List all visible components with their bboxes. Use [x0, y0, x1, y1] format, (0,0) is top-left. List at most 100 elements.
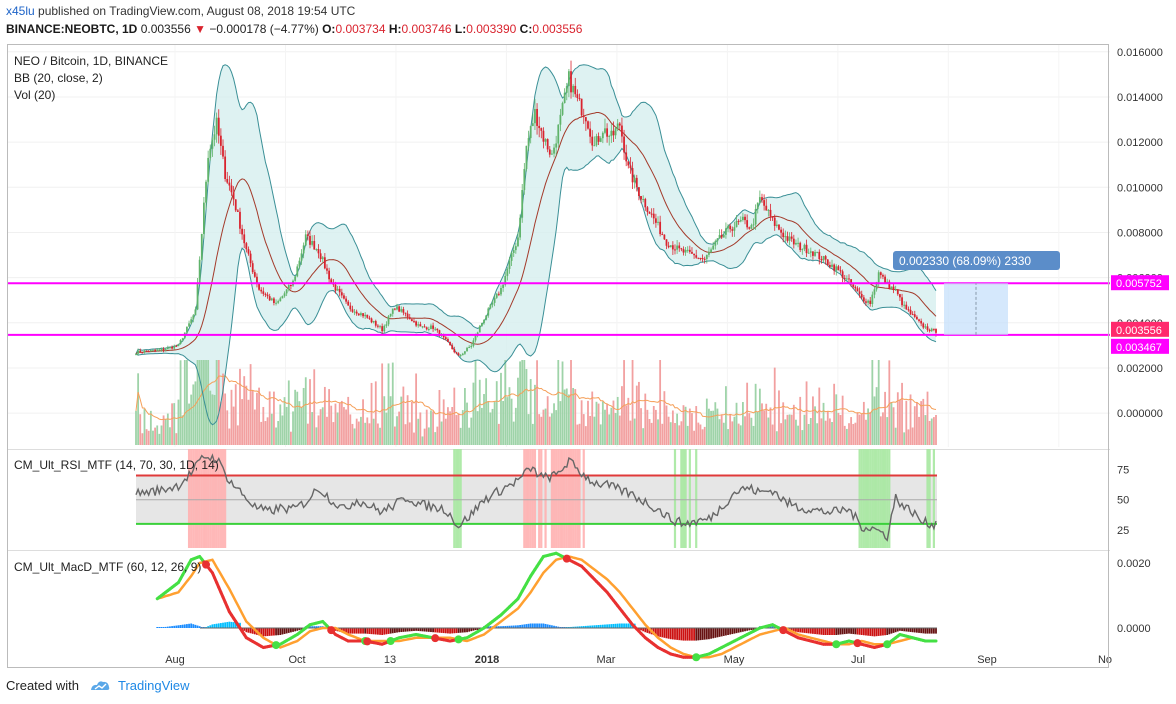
- volume-bar: [398, 411, 401, 445]
- volume-bar: [913, 406, 916, 445]
- macd-hist-bar: [654, 628, 657, 636]
- candle-body: [642, 198, 645, 200]
- volume-bar: [247, 399, 250, 445]
- candle-body: [285, 289, 288, 294]
- macd-hist-bar: [795, 628, 797, 632]
- candle-body: [368, 317, 371, 319]
- candle-body: [684, 249, 687, 253]
- volume-bar: [824, 420, 827, 445]
- volume-bar: [591, 391, 594, 445]
- rsi-ob-highlight: [576, 449, 579, 548]
- macd-hist-bar: [224, 622, 227, 628]
- candle-body: [899, 294, 901, 298]
- rsi-ob-highlight: [213, 449, 216, 548]
- volume-bar: [595, 401, 598, 445]
- candle-body: [483, 319, 485, 324]
- volume-bar: [758, 388, 761, 445]
- candle-body: [357, 313, 360, 316]
- candle-body: [345, 298, 347, 302]
- volume-bar: [873, 396, 876, 445]
- volume-bar: [258, 387, 260, 445]
- rsi-legend[interactable]: CM_Ult_RSI_MTF (14, 70, 30, 1D, 14): [14, 458, 219, 472]
- macd-hist-bar: [884, 628, 886, 636]
- macd-hist-bar: [540, 623, 543, 628]
- candle-body: [635, 177, 638, 188]
- macd-hist-bar: [285, 628, 288, 634]
- candle-body: [805, 244, 808, 254]
- volume-bar: [317, 415, 320, 445]
- macd-hist-bar: [404, 628, 407, 632]
- rsi-os-highlight: [457, 449, 460, 548]
- volume-bar: [869, 412, 872, 445]
- volume-bar: [799, 396, 802, 445]
- macd-hist-bar: [733, 628, 736, 634]
- candle-body: [470, 345, 473, 348]
- volume-bar: [661, 423, 664, 445]
- macd-hist-bar: [894, 628, 897, 633]
- candle-body: [427, 328, 430, 330]
- chart-header: x45lu published on TradingView.com, Augu…: [0, 0, 1176, 44]
- macd-hist-bar: [909, 628, 912, 632]
- candle-body: [892, 286, 895, 291]
- candle-body: [323, 257, 326, 269]
- volume-bar: [775, 431, 778, 445]
- vol-legend[interactable]: Vol (20): [14, 88, 56, 102]
- candle-body: [349, 305, 352, 310]
- price-tick-label: 0.016000: [1117, 47, 1163, 59]
- macd-hist-bar: [258, 628, 260, 636]
- macd-hist-bar: [506, 625, 509, 628]
- open-label: O:: [322, 22, 336, 36]
- volume-bar: [659, 360, 662, 445]
- macd-legend[interactable]: CM_Ult_MacD_MTF (60, 12, 26, 9): [14, 560, 202, 574]
- candle-body: [328, 270, 331, 280]
- volume-bar: [574, 389, 577, 445]
- tradingview-link[interactable]: TradingView: [118, 678, 190, 693]
- volume-bar: [215, 360, 218, 445]
- candle-body: [591, 136, 594, 146]
- candle-body: [340, 292, 343, 296]
- macd-cross-dot: [431, 634, 440, 643]
- volume-bar: [209, 390, 212, 445]
- volume-bar: [540, 416, 543, 445]
- macd-hist-bar: [572, 626, 575, 628]
- candle-body: [775, 224, 778, 226]
- macd-hist-bar: [504, 625, 507, 628]
- volume-bar: [684, 406, 687, 445]
- volume-bar: [338, 402, 341, 445]
- bb-legend[interactable]: BB (20, close, 2): [14, 71, 103, 85]
- macd-hist-bar: [393, 628, 396, 633]
- volume-bar: [268, 391, 271, 445]
- rsi-ob-highlight: [574, 449, 577, 548]
- macd-hist-bar: [226, 622, 229, 628]
- macd-hist-bar: [160, 627, 163, 628]
- volume-bar: [188, 403, 190, 445]
- symbol-title[interactable]: NEO / Bitcoin, 1D, BINANCE: [14, 54, 169, 68]
- candle-body: [478, 326, 481, 333]
- chart-frame: [7, 44, 1109, 668]
- macd-hist-bar: [427, 628, 430, 632]
- volume-bar: [497, 423, 500, 445]
- username[interactable]: x45lu: [6, 4, 35, 18]
- macd-hist-bar: [487, 626, 490, 628]
- volume-bar: [727, 429, 729, 445]
- macd-hist-bar: [553, 625, 555, 628]
- volume-bar: [364, 422, 367, 445]
- volume-bar: [529, 379, 532, 445]
- volume-bar: [563, 389, 566, 445]
- volume-bar: [911, 427, 914, 445]
- candle-body: [650, 213, 653, 215]
- candle-body: [871, 294, 874, 304]
- candle-body: [253, 272, 256, 277]
- macd-hist-bar: [508, 625, 511, 628]
- candle-body: [374, 321, 377, 326]
- volume-bar: [708, 408, 710, 445]
- candle-body: [559, 114, 562, 125]
- time-tick-label: May: [724, 654, 745, 666]
- macd-hist-bar: [826, 628, 829, 635]
- candle-body: [430, 325, 432, 329]
- candle-body: [563, 92, 566, 104]
- macd-hist-bar: [292, 628, 294, 632]
- measure-label: 0.002330 (68.09%) 2330: [899, 254, 1031, 268]
- tradingview-logo-icon[interactable]: [89, 678, 111, 695]
